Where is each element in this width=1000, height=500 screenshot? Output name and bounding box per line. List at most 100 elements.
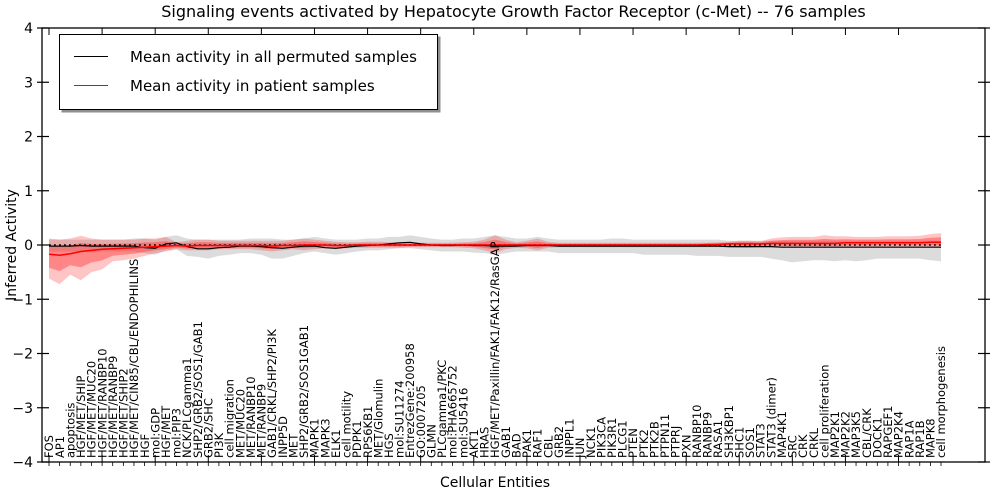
x-tick-label: GAB1/CRKL/SHP2/PI3K (265, 329, 279, 458)
x-tick-label: GRB2 (552, 426, 566, 458)
x-tick-label: MAP3K5 (849, 411, 863, 458)
x-tick-label: MET (286, 433, 300, 458)
x-tick-label: apoptosis (63, 403, 77, 458)
x-tick-label: PTPRJ (669, 426, 683, 458)
x-tick-label: HRAS (478, 427, 492, 458)
y-tick-label: 3 (24, 75, 33, 91)
x-tick-label: SRC (786, 435, 800, 458)
x-axis-label: Cellular Entities (439, 475, 551, 491)
x-tick-label: MAP4K1 (775, 411, 789, 458)
x-tick-label: mol:SU5416 (456, 388, 470, 458)
x-tick-label: CRK (796, 434, 810, 458)
x-tick-label: cell morphogenesis (934, 346, 948, 458)
x-tick-label: GRB2/SHC (202, 398, 216, 458)
x-tick-label: NCK/PLCgamma1 (180, 357, 194, 458)
x-tick-label: mol:GDP (148, 408, 162, 458)
y-tick-label: 2 (24, 130, 33, 146)
x-tick-label: PXN (679, 435, 693, 458)
x-tick-label: CBL/CRK (860, 408, 874, 458)
x-tick-label: MAP2K1 (828, 411, 842, 458)
y-tick-label: −1 (12, 292, 33, 308)
x-tick-label: HGF/MET (159, 405, 173, 458)
x-tick-label: PLCG1 (616, 420, 630, 458)
x-tick-label: PIK3R1 (605, 418, 619, 459)
x-tick-label: AKT1 (467, 429, 481, 458)
x-tick-label: RAF1 (531, 429, 545, 458)
x-tick-label: MET/MUC20 (233, 389, 247, 458)
x-tick-label: cell migration (223, 379, 237, 458)
x-tick-label: SOS1 (743, 427, 757, 458)
y-tick-label: −4 (12, 455, 33, 471)
x-tick-label: HGF/MET/RANBP10 (95, 348, 109, 458)
x-tick-label: AP1 (53, 436, 67, 458)
x-tick-label: GO:0007205 (414, 385, 428, 458)
x-tick-label: RANBP9 (701, 412, 715, 458)
x-tick-label: MAP2K4 (892, 411, 906, 458)
x-tick-label: PTEN (626, 428, 640, 458)
x-tick-label: HGF (138, 434, 152, 458)
x-tick-label: MAPK8 (924, 418, 938, 458)
x-tick-label: JUN (573, 438, 587, 459)
y-tick-label: −3 (12, 401, 33, 417)
x-tick-label: SH3KBP1 (722, 405, 736, 458)
x-tick-label: SHP2/GRB2/SOS1GAB1 (297, 325, 311, 458)
permuted-line-swatch (74, 56, 108, 57)
x-tick-label: PLCgamma1/PKC (435, 360, 449, 458)
x-tick-label: CBL (541, 435, 555, 458)
x-tick-label: INPPL1 (563, 418, 577, 458)
permuted-mean-line (49, 241, 941, 250)
x-tick-label: NCK1 (584, 427, 598, 459)
x-tick-label: HGF/MET/RANBP9 (106, 356, 120, 458)
x-tick-label: HGF/MET/SHIP2 (117, 368, 131, 458)
x-tick-label: HGF/MET/MUC20 (85, 361, 99, 458)
x-tick-label: HGF/MET/SHIP (74, 376, 88, 458)
x-tick-label: HGF/MET/CIN85/CBL/ENDOPHILINS (127, 259, 141, 458)
y-tick-label: 1 (24, 184, 33, 200)
x-tick-label: HGS (382, 433, 396, 458)
x-tick-label: ELK1 (329, 429, 343, 458)
x-tick-label: PIK3CA (594, 417, 608, 458)
x-tick-label: MAP2K2 (839, 411, 853, 458)
x-tick-label: STAT3 (dimer) (764, 377, 778, 458)
x-tick-label: cell motility (340, 391, 354, 458)
permuted-band (49, 235, 941, 263)
x-tick-label: BAD (509, 433, 523, 458)
x-tick-label: SHC1 (732, 427, 746, 458)
x-tick-label: MAPK3 (318, 418, 332, 458)
x-tick-label: GLMN (425, 424, 439, 458)
x-tick-label: mol:PHA665752 (446, 365, 460, 458)
y-tick-label: 0 (24, 238, 33, 254)
x-tick-label: RAP1A (902, 420, 916, 458)
chart-title: Signaling events activated by Hepatocyte… (161, 2, 866, 21)
x-tick-label: PAK1 (520, 429, 534, 458)
x-tick-label: MET/RANBP10 (244, 376, 258, 458)
patient-line-swatch (74, 85, 108, 86)
x-tick-label: SHP2/GRB2/SOS1/GAB1 (191, 321, 205, 458)
y-tick-label: −2 (12, 347, 33, 363)
x-tick-label: CRKL (807, 427, 821, 458)
x-tick-label: HGF/MET/Paxillin/FAK1/FAK12/RasGAP (488, 241, 502, 458)
x-tick-label: RASA1 (711, 420, 725, 458)
x-tick-label: MET/Glomulin (371, 379, 385, 458)
x-tick-label: MET/RANBP9 (255, 384, 269, 458)
legend-entry-patient: Mean activity in patient samples (74, 71, 417, 100)
legend-label-patient: Mean activity in patient samples (130, 76, 375, 95)
x-tick-label: FOS (42, 435, 56, 458)
x-tick-label: EntrezGene:200958 (403, 343, 417, 458)
legend-entry-permuted: Mean activity in all permuted samples (74, 42, 417, 71)
patient-mean-line (48, 241, 941, 257)
x-tick-label: mol:PIP3 (170, 408, 184, 458)
x-tick-label: cell proliferation (817, 364, 831, 458)
x-tick-label: STAT3 (754, 423, 768, 458)
x-tick-label: MAPK1 (308, 418, 322, 458)
x-tick-label: RAPGEF1 (881, 406, 895, 458)
x-tick-label: PTPN11 (658, 414, 672, 458)
x-tick-label: PTK2 (637, 429, 651, 458)
x-tick-label: DOCK1 (871, 417, 885, 458)
legend: Mean activity in all permuted samples Me… (59, 34, 438, 110)
x-tick-label: INPP5D (276, 416, 290, 458)
y-tick-label: 4 (24, 21, 33, 37)
legend-label-permuted: Mean activity in all permuted samples (130, 47, 417, 66)
